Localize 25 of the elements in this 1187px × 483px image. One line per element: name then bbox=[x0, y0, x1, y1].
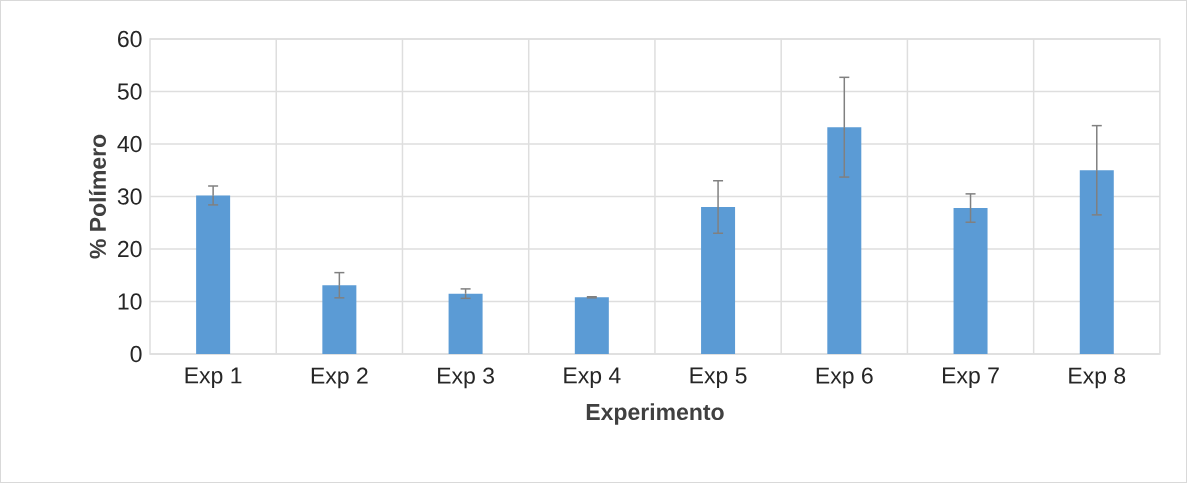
bar bbox=[322, 285, 357, 354]
bar bbox=[701, 207, 736, 354]
x-tick-label: Exp 2 bbox=[311, 367, 368, 389]
y-tick-label: 20 bbox=[118, 240, 142, 258]
x-tick-label: Exp 4 bbox=[564, 367, 621, 389]
bar bbox=[1079, 170, 1114, 354]
bar bbox=[196, 195, 231, 354]
x-tick-label: Exp 8 bbox=[1069, 367, 1126, 389]
y-tick-label: 40 bbox=[117, 135, 142, 153]
x-tick-label: Exp 7 bbox=[943, 367, 999, 389]
y-tick-label: 50 bbox=[117, 83, 142, 100]
y-axis-title: % Polímero bbox=[88, 134, 107, 259]
bar bbox=[574, 297, 609, 354]
x-tick-label: Exp 5 bbox=[690, 367, 747, 389]
y-tick-label: 10 bbox=[118, 293, 142, 310]
y-tick-label: 0 bbox=[130, 345, 142, 363]
y-tick-label: 60 bbox=[118, 30, 142, 48]
bar bbox=[953, 208, 988, 354]
x-tick-label: Exp 1 bbox=[185, 367, 242, 389]
x-axis-title: Experimento bbox=[586, 403, 724, 425]
x-tick-label: Exp 3 bbox=[438, 367, 494, 389]
x-tick-label: Exp 6 bbox=[816, 367, 873, 389]
bar bbox=[827, 127, 862, 354]
y-tick-label: 30 bbox=[117, 188, 142, 205]
bar bbox=[448, 293, 483, 354]
